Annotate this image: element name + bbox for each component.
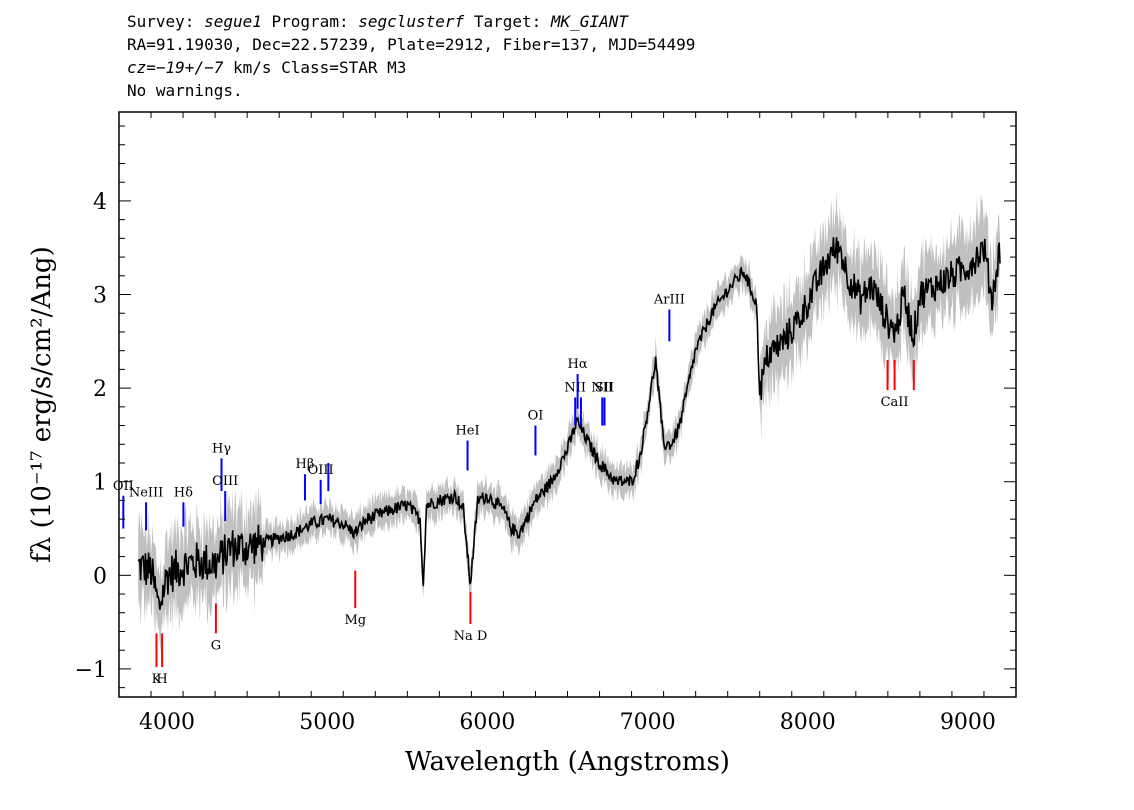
line-label-oii: OII [113, 479, 134, 494]
x-tick-label: 4000 [139, 710, 195, 735]
program-label: Program: [271, 12, 349, 31]
line-label-oiii: OIII [308, 463, 334, 478]
y-tick-label: 1 [93, 471, 107, 496]
x-tick-label: 9000 [940, 710, 996, 735]
flux-line [137, 237, 1001, 610]
line-label-hα: Hα [568, 357, 588, 372]
line-label-oi: OI [528, 409, 544, 424]
survey-line: Survey: segue1 Program: segclusterf Targ… [127, 10, 695, 33]
y-tick-label: 3 [93, 284, 107, 309]
coordinates-line: RA=91.19030, Dec=22.57239, Plate=2912, F… [127, 35, 696, 54]
line-label-neiii: NeIII [129, 485, 163, 500]
y-tick-label: −1 [75, 658, 107, 683]
line-label-hδ: Hδ [174, 485, 193, 500]
line-label-oiii: OIII [212, 474, 238, 489]
line-label-ariii: ArIII [653, 292, 685, 307]
x-tick-label: 7000 [620, 710, 676, 735]
line-label-nii: NII [591, 380, 613, 395]
line-label-hβ: Hβ [296, 457, 315, 472]
spectrum-header: Survey: segue1 Program: segclusterf Targ… [127, 10, 695, 102]
line-label-na-d: Na D [454, 629, 488, 644]
y-tick-label: 4 [93, 190, 107, 215]
line-label-k: K [152, 672, 162, 687]
x-tick-label: 6000 [459, 710, 515, 735]
y-tick-label: 0 [93, 564, 107, 589]
cz-label: cz= [127, 58, 156, 77]
line-label-sii: SII [595, 380, 614, 395]
survey-value: segue1 [204, 12, 262, 31]
y-axis-label: fλ (10⁻¹⁷ erg/s/cm²/Ang) [27, 246, 57, 562]
x-tick-label: 8000 [780, 710, 836, 735]
line-label-hγ: Hγ [212, 441, 231, 456]
x-axis-label: Wavelength (Angstroms) [405, 747, 730, 777]
program-value: segclusterf [358, 12, 465, 31]
y-tick-label: 2 [93, 377, 107, 402]
warnings-line: No warnings. [127, 81, 243, 100]
error-band [138, 191, 1000, 654]
survey-label: Survey: [127, 12, 195, 31]
class-text: km/s Class=STAR M3 [223, 58, 407, 77]
target-label: Target: [473, 12, 542, 31]
line-label-g: G [211, 638, 221, 653]
x-tick-label: 5000 [299, 710, 355, 735]
line-label-caii: CaII [881, 395, 909, 410]
cz-value: −19+/−7 [155, 58, 224, 77]
target-value: MK_GIANT [550, 12, 628, 31]
line-label-h: H [156, 672, 167, 687]
redshift-line: cz=−19+/−7 km/s Class=STAR M3 [127, 56, 695, 79]
line-label-hei: HeI [455, 424, 479, 439]
line-label-mg: Mg [344, 613, 366, 628]
line-label-nii: NII [564, 380, 586, 395]
